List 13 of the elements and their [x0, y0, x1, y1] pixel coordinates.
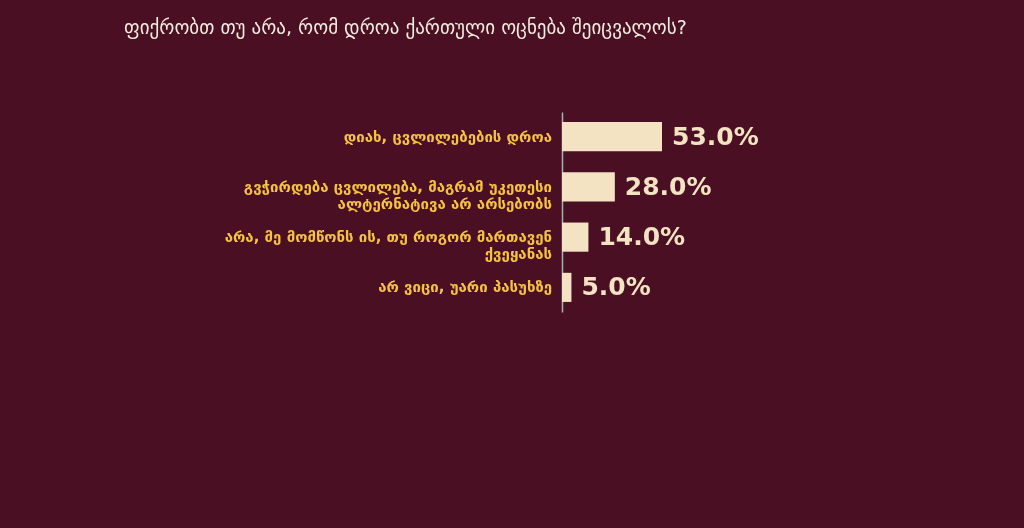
y-tick-label: არ ვიცი, უარი პასუხზე [378, 278, 552, 297]
y-tick-label: გვჭირდება ცვლილება, მაგრამ უკეთესი ალტერნატივა არ არსებობს [243, 177, 552, 213]
bar [562, 122, 662, 152]
y-tick-label: არა, მე მომწონს ის, თუ როგორ მართავენ ქვეყანას [224, 228, 552, 264]
bar [562, 172, 615, 202]
y-tick-label: დიახ, ცვლილებების დროა [343, 127, 552, 146]
data-label: 5.0% [581, 272, 651, 302]
bar [562, 272, 572, 302]
bar [562, 222, 589, 252]
data-label: 14.0% [598, 222, 686, 252]
data-label: 53.0% [672, 121, 759, 151]
data-label: 28.0% [624, 171, 712, 201]
text: ფიქრობთ თუ არა, რომ დროა ქართული ოცნება შეიცვალოს? [124, 16, 687, 39]
